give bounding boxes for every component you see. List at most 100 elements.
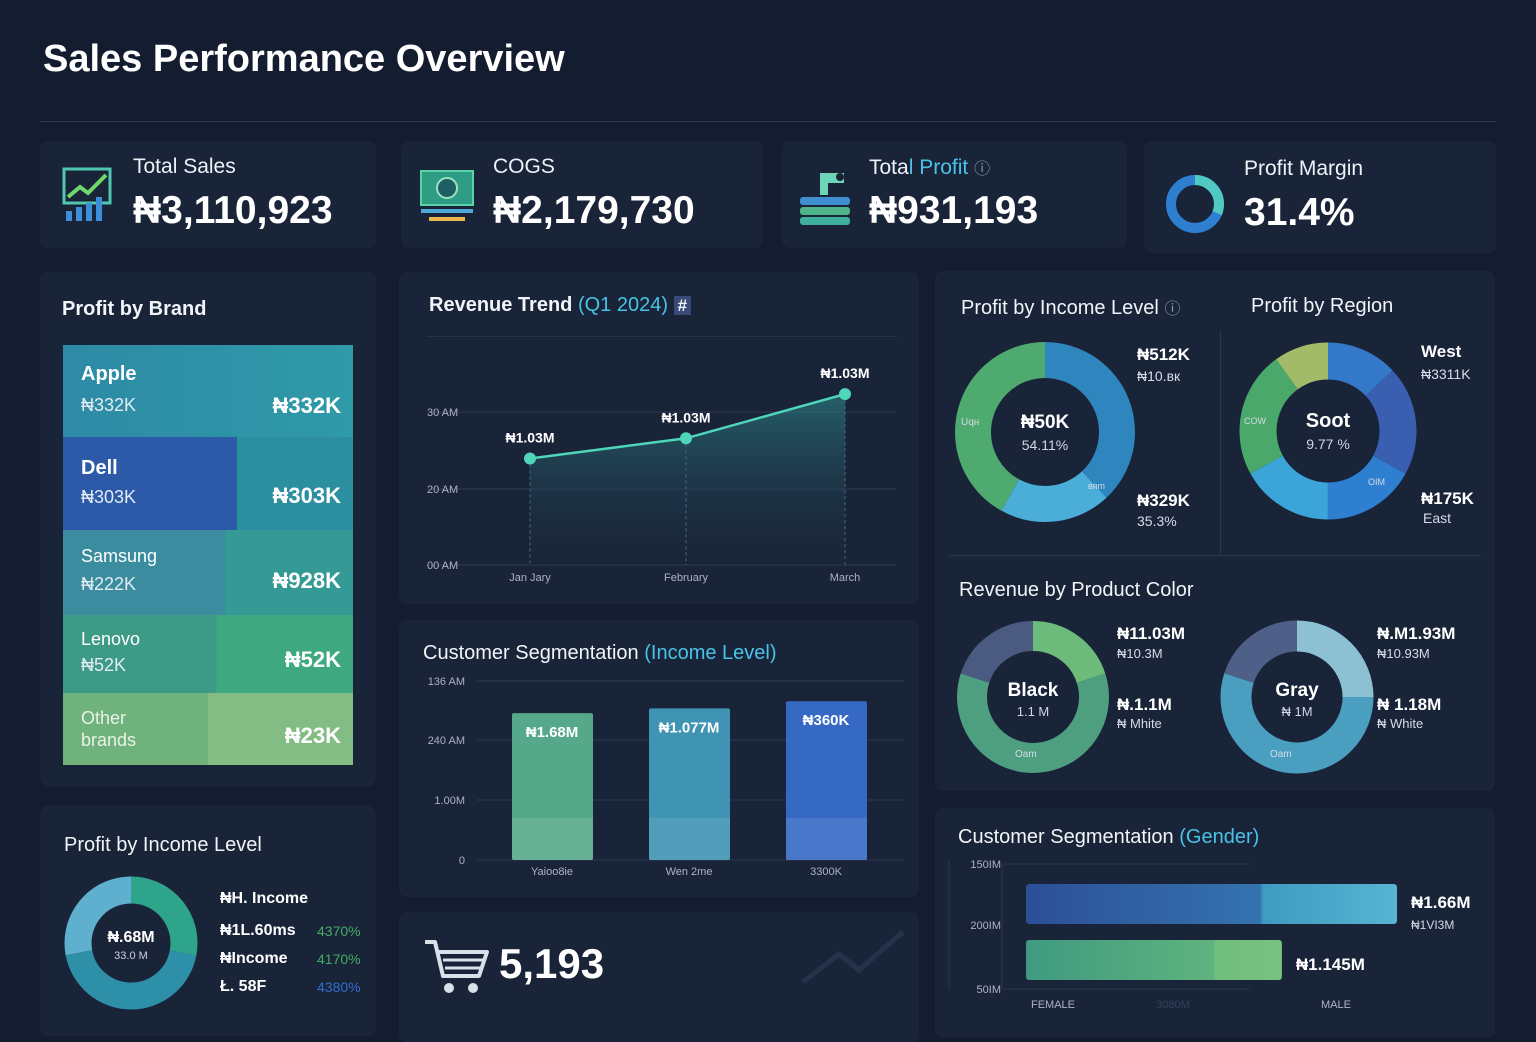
y-tick-label: 00 AM xyxy=(427,560,458,572)
data-point xyxy=(524,452,536,465)
header-divider xyxy=(40,121,1496,122)
revenue-line-chart: 00 AM 20 AM 30 AM ₦1.03M Jan Jary ₦1.03M Febru… xyxy=(427,365,896,584)
callout-value: ₦ 1.18M xyxy=(1377,695,1442,714)
bar xyxy=(649,708,730,860)
panel-title: Revenue Trend (Q1 2024) # xyxy=(429,294,692,317)
cash-monitor-icon xyxy=(420,170,474,221)
income-bar-chart: 0 1.00M 240 AM 136 AM ₦1.68M Yaioo8ie ₦1.077M W… xyxy=(428,676,904,878)
bar xyxy=(1026,940,1282,980)
brand-value: ₦332K xyxy=(81,395,137,415)
donut-center-sub: 1.1 M xyxy=(1016,704,1050,719)
kpi-value: 31.4% xyxy=(1244,191,1355,234)
data-label: ₦360K xyxy=(803,712,850,729)
treemap-tile-apple[interactable]: Apple ₦332K ₦332K xyxy=(63,345,353,437)
region-donut[interactable] xyxy=(1239,342,1417,520)
donut-segment xyxy=(1239,342,1417,520)
data-label: ₦1.077M xyxy=(659,719,720,736)
x-tick-label: Wen 2me xyxy=(666,866,713,878)
kpi-cogs[interactable]: COGS ₦2,179,730 xyxy=(401,141,763,248)
callout-sub: ₦10.93M xyxy=(1377,646,1430,661)
brand-value: ₦52K xyxy=(81,655,127,675)
segment-label: COW xyxy=(1244,416,1266,426)
ring-icon xyxy=(1166,175,1224,233)
gender-bar-chart: 150IM 200IM 50IM ₦1.66M ₦1VI3M ₦1.145M FEMALE 3… xyxy=(948,859,1471,1011)
legend-header: ₦H. Income xyxy=(220,890,309,907)
data-label: ₦1.145M xyxy=(1296,955,1365,974)
treemap-tile-dell[interactable]: Dell ₦303K ₦303K xyxy=(63,437,353,530)
kpi-label: Total Sales xyxy=(133,155,236,178)
y-tick-label: 240 AM xyxy=(428,735,465,747)
x-tick-label: March xyxy=(830,572,861,584)
x-tick-label: 3080M xyxy=(1156,999,1190,1011)
title-text: Customer Segmentation xyxy=(958,826,1174,848)
data-label: ₦1.68M xyxy=(526,724,579,741)
callout-sub: East xyxy=(1423,510,1452,526)
chart-growth-icon xyxy=(62,167,112,221)
x-tick-label: FEMALE xyxy=(1031,999,1075,1011)
y-tick-label: 200IM xyxy=(970,920,1001,932)
page-title: Sales Performance Overview xyxy=(43,38,565,80)
donut-segment xyxy=(957,621,1109,773)
legend-pct: 4170% xyxy=(317,951,361,967)
donut-segment xyxy=(1239,342,1417,520)
data-label: ₦1.03M xyxy=(820,365,869,381)
treemap-tile-samsung[interactable]: Samsung ₦222K ₦928K xyxy=(63,530,353,615)
black-color-donut[interactable] xyxy=(957,621,1109,773)
brand-value-right: ₦928K xyxy=(272,568,341,593)
donut-center-sub: ₦ 1M xyxy=(1281,704,1313,719)
brand-treemap: Apple ₦332K ₦332K Dell ₦303K ₦303K Samsu… xyxy=(63,345,353,765)
legend-label: ₦1L.60ms xyxy=(220,922,296,939)
title-text: Revenue Trend xyxy=(429,294,573,316)
gray-color-donut[interactable] xyxy=(1220,620,1374,774)
shopping-cart-icon xyxy=(425,940,489,993)
callout-sub: 35.3% xyxy=(1137,513,1177,529)
title-accent: (Gender) xyxy=(1179,826,1260,848)
panel-title: Profit by Region xyxy=(1251,295,1394,317)
x-tick-label: Yaioo8ie xyxy=(531,866,573,878)
info-icon[interactable]: ⓘ xyxy=(1164,301,1181,318)
kpi-label-part: l Profit xyxy=(908,156,969,179)
segment-label: Oam xyxy=(1015,749,1037,760)
y-tick-label: 50IM xyxy=(977,984,1001,996)
y-tick-label: 20 AM xyxy=(427,484,458,496)
brand-value-right: ₦332K xyxy=(272,393,341,418)
segment-label: Oam xyxy=(1270,749,1292,760)
x-tick-label: 3300K xyxy=(810,866,842,878)
treemap-tile-other[interactable]: Other brands ₦23K xyxy=(63,693,353,765)
callout-sub: ₦ Mhite xyxy=(1117,716,1162,731)
x-tick-label: Jan Jary xyxy=(509,572,551,584)
y-tick-label: 0 xyxy=(459,855,465,867)
panel-title: Profit by Income Level ⓘ xyxy=(961,295,1180,320)
kpi-label: Total Profit ⓘ xyxy=(869,155,990,180)
donut-segment xyxy=(1239,342,1417,520)
hash-badge[interactable]: # xyxy=(673,296,692,315)
kpi-total-sales[interactable]: Total Sales ₦3,110,923 xyxy=(40,141,376,248)
panel-title: Profit by Brand xyxy=(62,298,207,320)
y-tick-label: 150IM xyxy=(970,859,1001,871)
bar-lower-band xyxy=(786,818,867,860)
kpi-label: Profit Margin xyxy=(1244,157,1364,180)
callout-sub: ₦ White xyxy=(1377,716,1424,731)
donut-segment xyxy=(955,342,1135,522)
kpi-label-part: Tota xyxy=(869,156,909,179)
income-level-donut[interactable] xyxy=(955,342,1135,522)
donut-segment xyxy=(1220,620,1374,774)
kpi-label: COGS xyxy=(493,155,555,178)
kpi-total-profit[interactable]: Total Profit ⓘ ₦931,193 xyxy=(782,141,1127,248)
callout-sub: ₦10.3M xyxy=(1117,646,1163,661)
bar xyxy=(786,701,867,860)
kpi-profit-margin[interactable]: Profit Margin 31.4% xyxy=(1144,141,1496,253)
treemap-tile-lenovo[interactable]: Lenovo ₦52K ₦52K xyxy=(63,615,353,693)
info-icon[interactable]: ⓘ xyxy=(974,161,991,178)
donut-center-sub: 54.11% xyxy=(1021,437,1069,453)
horizontal-divider xyxy=(949,555,1481,556)
data-label: ₦1.66M xyxy=(1411,893,1471,912)
kpi-value: ₦2,179,730 xyxy=(493,189,695,232)
income-small-donut[interactable] xyxy=(64,876,198,1010)
title-divider xyxy=(427,336,897,337)
donut-segment xyxy=(1239,342,1417,520)
orders-panel: 5,193 xyxy=(399,912,919,1042)
kpi-value: ₦3,110,923 xyxy=(133,189,333,232)
legend-pct: 4380% xyxy=(317,979,361,995)
brand-name: Samsung xyxy=(81,546,158,566)
